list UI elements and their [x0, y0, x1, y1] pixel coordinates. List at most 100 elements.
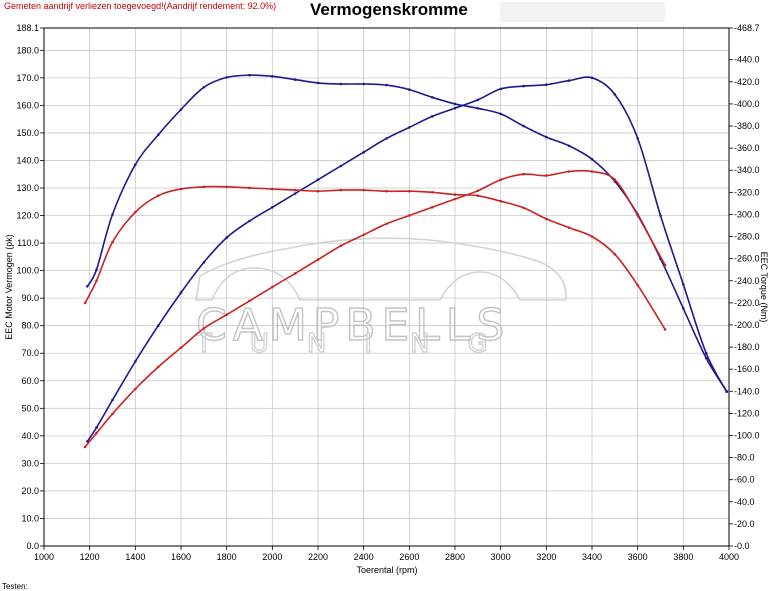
series-3-point [316, 258, 320, 261]
series-4-point [499, 199, 503, 203]
series-2-point [385, 83, 388, 87]
x-tick-label: 1000 [34, 552, 54, 562]
y-left-tick-label: 140.0 [16, 155, 39, 165]
series-3-point [362, 233, 366, 237]
series-3-point [271, 285, 274, 289]
y-right-tick-label: -280.0 [734, 232, 760, 242]
series-3-point [225, 313, 228, 317]
y-right-tick-label: -340.0 [734, 165, 760, 175]
title-background-box [500, 2, 665, 22]
series-2-point [545, 135, 548, 139]
left-axis-label: EEC Motor Vermogen (pk) [4, 234, 14, 340]
y-left-tick-label: 160.0 [16, 100, 39, 110]
series-4-point [293, 188, 297, 192]
y-left-tick-label: 130.0 [16, 183, 39, 193]
y-right-tick-label: -0.0 [734, 541, 750, 551]
series-2-point [430, 96, 434, 99]
chart-grid [43, 27, 730, 547]
series-1-point [339, 164, 343, 168]
y-left-tick-label: 0.0 [26, 541, 39, 551]
series-1-point [248, 219, 251, 223]
series-4-point [408, 189, 411, 193]
x-tick-label: 1200 [80, 552, 100, 562]
series-2-point [134, 163, 137, 166]
x-axis-label: Toerental (rpm) [356, 565, 417, 575]
watermark-car-outline [195, 237, 567, 301]
series-3-point [248, 299, 251, 303]
series-3-point [613, 178, 617, 181]
series-4-point [248, 186, 251, 190]
left-axis-ticks: 0.0 10.0 20.0 30.0 40.0 50.0 60.0 70.0 80.0 90.0 1… [16, 23, 44, 551]
series-2-point [453, 102, 457, 106]
y-left-tick-label: 188.1 [16, 23, 39, 33]
series-2-point [271, 75, 274, 78]
series-4-point [271, 187, 274, 191]
series-1-point [385, 137, 388, 140]
y-right-tick-label: -200.0 [734, 320, 760, 330]
y-right-tick-label: -100.0 [734, 430, 760, 440]
series-1-point [682, 283, 685, 286]
series-2-point [499, 112, 503, 116]
series-4-point [385, 189, 388, 193]
series-2-point [248, 73, 251, 77]
y-right-tick-label: -360.0 [734, 143, 760, 153]
watermark: CAMPBELLS TUNING [194, 237, 567, 360]
series-line-2 [86, 74, 728, 392]
y-left-tick-label: 100.0 [16, 266, 39, 276]
series-3-point [476, 189, 480, 193]
series-3-point [134, 387, 137, 391]
x-tick-label: 1600 [171, 552, 191, 562]
series-3-point [179, 346, 183, 350]
series-2-point [590, 157, 594, 161]
series-1-point [522, 84, 525, 88]
series-1-point [95, 426, 98, 429]
series-3-point [636, 214, 639, 217]
x-tick-label: 4000 [719, 552, 739, 562]
y-left-tick-label: 60.0 [21, 376, 39, 386]
series-1-point [293, 192, 297, 195]
x-tick-label: 1400 [125, 552, 145, 562]
series-2-point [339, 82, 343, 86]
series-1-point [636, 137, 639, 140]
series-2-point [179, 108, 183, 111]
series-1-point [590, 76, 594, 80]
series-3-point [339, 244, 343, 248]
y-right-tick-label: -400.0 [734, 99, 760, 109]
y-right-tick-label: -380.0 [734, 121, 760, 131]
series-4-point [339, 188, 343, 192]
series-2-point [86, 285, 89, 288]
series-2-point [156, 133, 160, 137]
series-1-point [111, 398, 114, 402]
series-4-point [522, 206, 525, 210]
series-1-point [476, 98, 480, 102]
series-4-point [179, 187, 183, 191]
series-4-point [134, 210, 137, 214]
series-2-point [111, 213, 114, 216]
series-1-point [704, 351, 708, 355]
series-2-point [682, 307, 685, 310]
series-4-point [316, 189, 320, 193]
y-left-tick-label: 120.0 [16, 211, 39, 221]
series-3-point [522, 172, 525, 176]
y-left-tick-label: 110.0 [17, 238, 39, 248]
x-tick-label: 2000 [262, 552, 282, 562]
gearbox-loss-notice: Gemeten aandrijf verliezen toegevoegd!(A… [4, 1, 277, 11]
series-2-point [704, 356, 708, 360]
x-tick-label: 3400 [582, 552, 602, 562]
series-2-point [725, 390, 728, 393]
y-left-tick-label: 40.0 [21, 431, 39, 441]
series-3-point [95, 431, 98, 435]
series-4-point [567, 226, 571, 229]
y-right-tick-label: -120.0 [734, 408, 760, 418]
y-right-tick-label: -468.7 [734, 23, 760, 33]
series-1-point [179, 291, 183, 294]
series-2-point [293, 78, 297, 81]
series-4-point [225, 185, 228, 189]
series-3-point [408, 214, 411, 217]
series-4-point [453, 193, 457, 196]
x-tick-label: 2400 [354, 552, 374, 562]
series-2-point [362, 82, 366, 86]
y-left-tick-label: 170.0 [16, 73, 39, 83]
series-1-point [86, 440, 89, 443]
y-left-tick-label: 10.0 [21, 513, 39, 523]
